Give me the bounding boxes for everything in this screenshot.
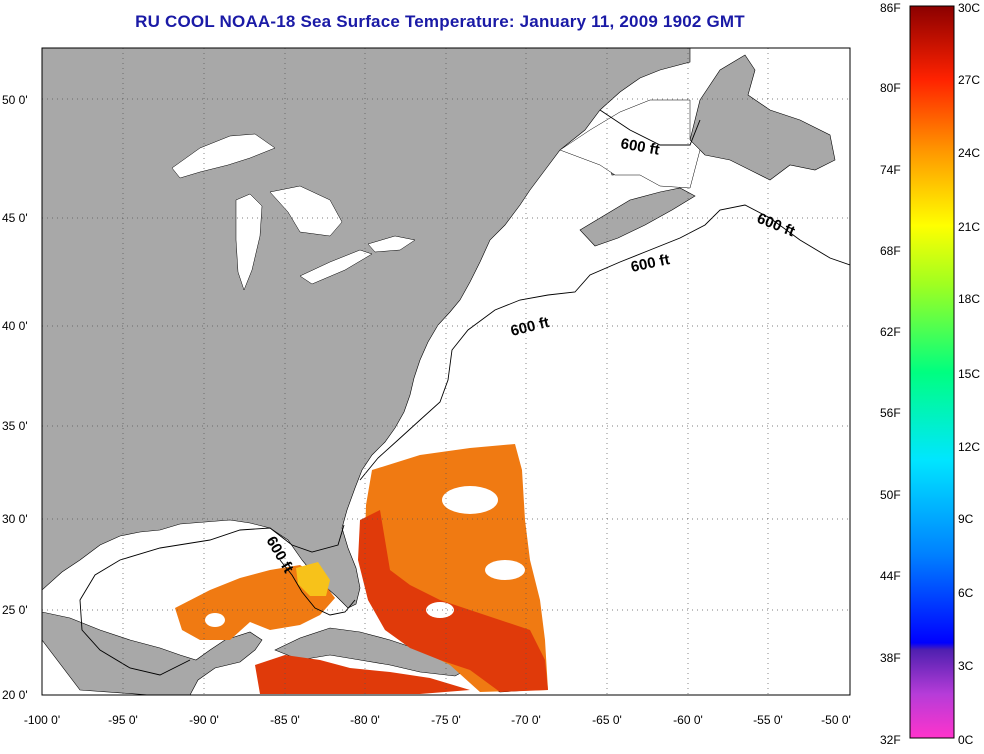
lat-tick-label: 30 0' — [2, 512, 28, 526]
colorbar-f-label: 62F — [880, 325, 901, 339]
lake-huron — [269, 185, 343, 237]
sst-caribbean-hot — [255, 655, 470, 694]
newfoundland-land — [689, 54, 836, 181]
lon-tick-label: -90 0' — [189, 713, 219, 727]
st-lawrence-water — [559, 99, 701, 189]
lake-superior — [171, 133, 276, 179]
sst-atlantic-hot — [358, 510, 548, 692]
colorbar-c-label: 24C — [958, 146, 980, 160]
yucatan-land — [42, 611, 263, 695]
colorbar-f-label: 32F — [880, 733, 901, 747]
colorbar-c-label: 30C — [958, 1, 980, 15]
colorbar-f-label: 86F — [880, 1, 901, 15]
colorbar-f-label: 50F — [880, 488, 901, 502]
isobath-600ft-contour — [79, 524, 345, 676]
colorbar-c-label: 9C — [958, 512, 974, 526]
lon-tick-label: -95 0' — [108, 713, 138, 727]
lat-tick-label: 50 0' — [2, 93, 28, 107]
cloud-gap — [442, 486, 498, 514]
lake-ontario — [367, 235, 416, 253]
lon-tick-label: -85 0' — [270, 713, 300, 727]
colorbar-c-label: 6C — [958, 586, 974, 600]
cloud-gap — [485, 560, 525, 580]
colorbar-c-label: 18C — [958, 292, 980, 306]
isobath-600ft-contour — [279, 559, 356, 616]
colorbar-f-label: 74F — [880, 163, 901, 177]
colorbar-f-label: 80F — [880, 81, 901, 95]
contour-label: 600 ft — [619, 135, 661, 159]
sst-gulf-yellow — [296, 562, 330, 596]
lon-tick-label: -50 0' — [821, 713, 851, 727]
isobath-600ft-contour — [359, 204, 850, 481]
colorbar-f-label: 38F — [880, 651, 901, 665]
map-title: RU COOL NOAA-18 Sea Surface Temperature:… — [135, 12, 745, 31]
lon-tick-label: -65 0' — [592, 713, 622, 727]
lake-erie — [299, 249, 373, 285]
colorbar-f-label: 44F — [880, 569, 901, 583]
colorbar-fahrenheit-labels: 86F 80F 74F 68F 62F 56F 50F 44F 38F 32F — [880, 1, 901, 747]
lat-tick-label: 45 0' — [2, 211, 28, 225]
nova-scotia-land — [579, 187, 696, 247]
cloud-gap — [426, 602, 454, 618]
colorbar-f-label: 56F — [880, 406, 901, 420]
longitude-axis: -100 0' -95 0' -90 0' -85 0' -80 0' -75 … — [24, 713, 851, 727]
lon-tick-label: -75 0' — [431, 713, 461, 727]
isobath-600ft-contour — [599, 109, 701, 146]
lat-tick-label: 20 0' — [2, 688, 28, 702]
latitude-axis: 50 0' 45 0' 40 0' 35 0' 30 0' 25 0' 20 0… — [2, 93, 28, 702]
lon-tick-label: -80 0' — [350, 713, 380, 727]
lon-tick-label: -100 0' — [24, 713, 60, 727]
cloud-gap — [205, 613, 225, 627]
colorbar-c-label: 0C — [958, 733, 974, 747]
colorbar-f-label: 68F — [880, 244, 901, 258]
lon-tick-label: -70 0' — [511, 713, 541, 727]
colorbar-c-label: 12C — [958, 440, 980, 454]
lat-tick-label: 35 0' — [2, 419, 28, 433]
colorbar-c-label: 3C — [958, 659, 974, 673]
lon-tick-label: -60 0' — [673, 713, 703, 727]
sst-colorbar — [909, 5, 955, 739]
colorbar-c-label: 15C — [958, 367, 980, 381]
lat-tick-label: 25 0' — [2, 603, 28, 617]
colorbar-c-label: 21C — [958, 220, 980, 234]
colorbar-c-label: 27C — [958, 73, 980, 87]
lat-tick-label: 40 0' — [2, 319, 28, 333]
colorbar-celsius-labels: 30C 27C 24C 21C 18C 15C 12C 9C 6C 3C 0C — [958, 1, 980, 747]
lon-tick-label: -55 0' — [753, 713, 783, 727]
